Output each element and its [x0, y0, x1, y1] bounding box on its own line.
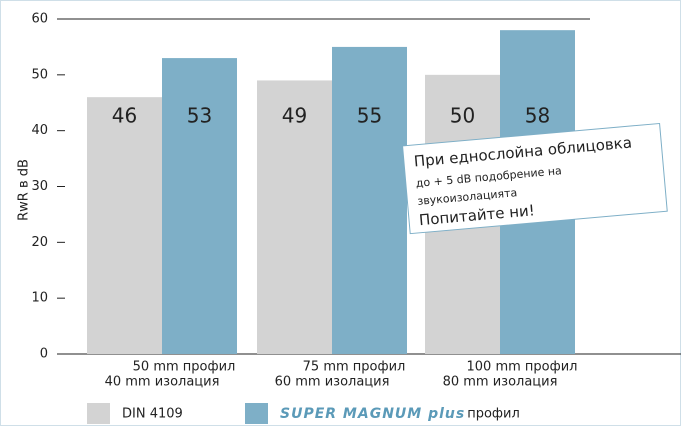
bar — [257, 80, 332, 355]
y-tick-label: 30 — [31, 179, 48, 194]
legend-swatch — [245, 403, 268, 424]
value-label: 58 — [525, 104, 550, 128]
value-label: 49 — [282, 104, 307, 128]
y-axis-label: RwR в dB — [17, 159, 32, 221]
legend-label-suffix: профил — [467, 407, 520, 422]
legend-label: SUPER MAGNUM plus — [280, 406, 465, 422]
x-tick-sublabel: 80 mm изолация — [443, 375, 558, 390]
x-tick-sublabel: 40 mm изолация — [105, 375, 220, 390]
value-label: 50 — [450, 104, 475, 128]
y-tick-label: 0 — [40, 347, 48, 362]
value-label: 55 — [357, 104, 382, 128]
x-tick-label: 50 mm профил — [133, 360, 236, 375]
y-tick-label: 60 — [31, 12, 48, 27]
bar — [332, 46, 407, 355]
y-tick-label: 40 — [31, 123, 48, 138]
legend-label: DIN 4109 — [122, 407, 183, 422]
value-label: 46 — [112, 104, 137, 128]
y-tick-label: 10 — [31, 291, 48, 306]
x-tick-sublabel: 60 mm изолация — [275, 375, 390, 390]
value-label: 53 — [187, 104, 212, 128]
y-tick-label: 50 — [31, 67, 48, 82]
x-tick-label: 75 mm профил — [303, 360, 406, 375]
legend-swatch — [87, 403, 110, 424]
callout-box — [402, 122, 668, 235]
bar — [87, 97, 162, 355]
x-tick-label: 100 mm профил — [467, 360, 578, 375]
y-tick-label: 20 — [31, 235, 48, 250]
bar — [162, 58, 237, 354]
